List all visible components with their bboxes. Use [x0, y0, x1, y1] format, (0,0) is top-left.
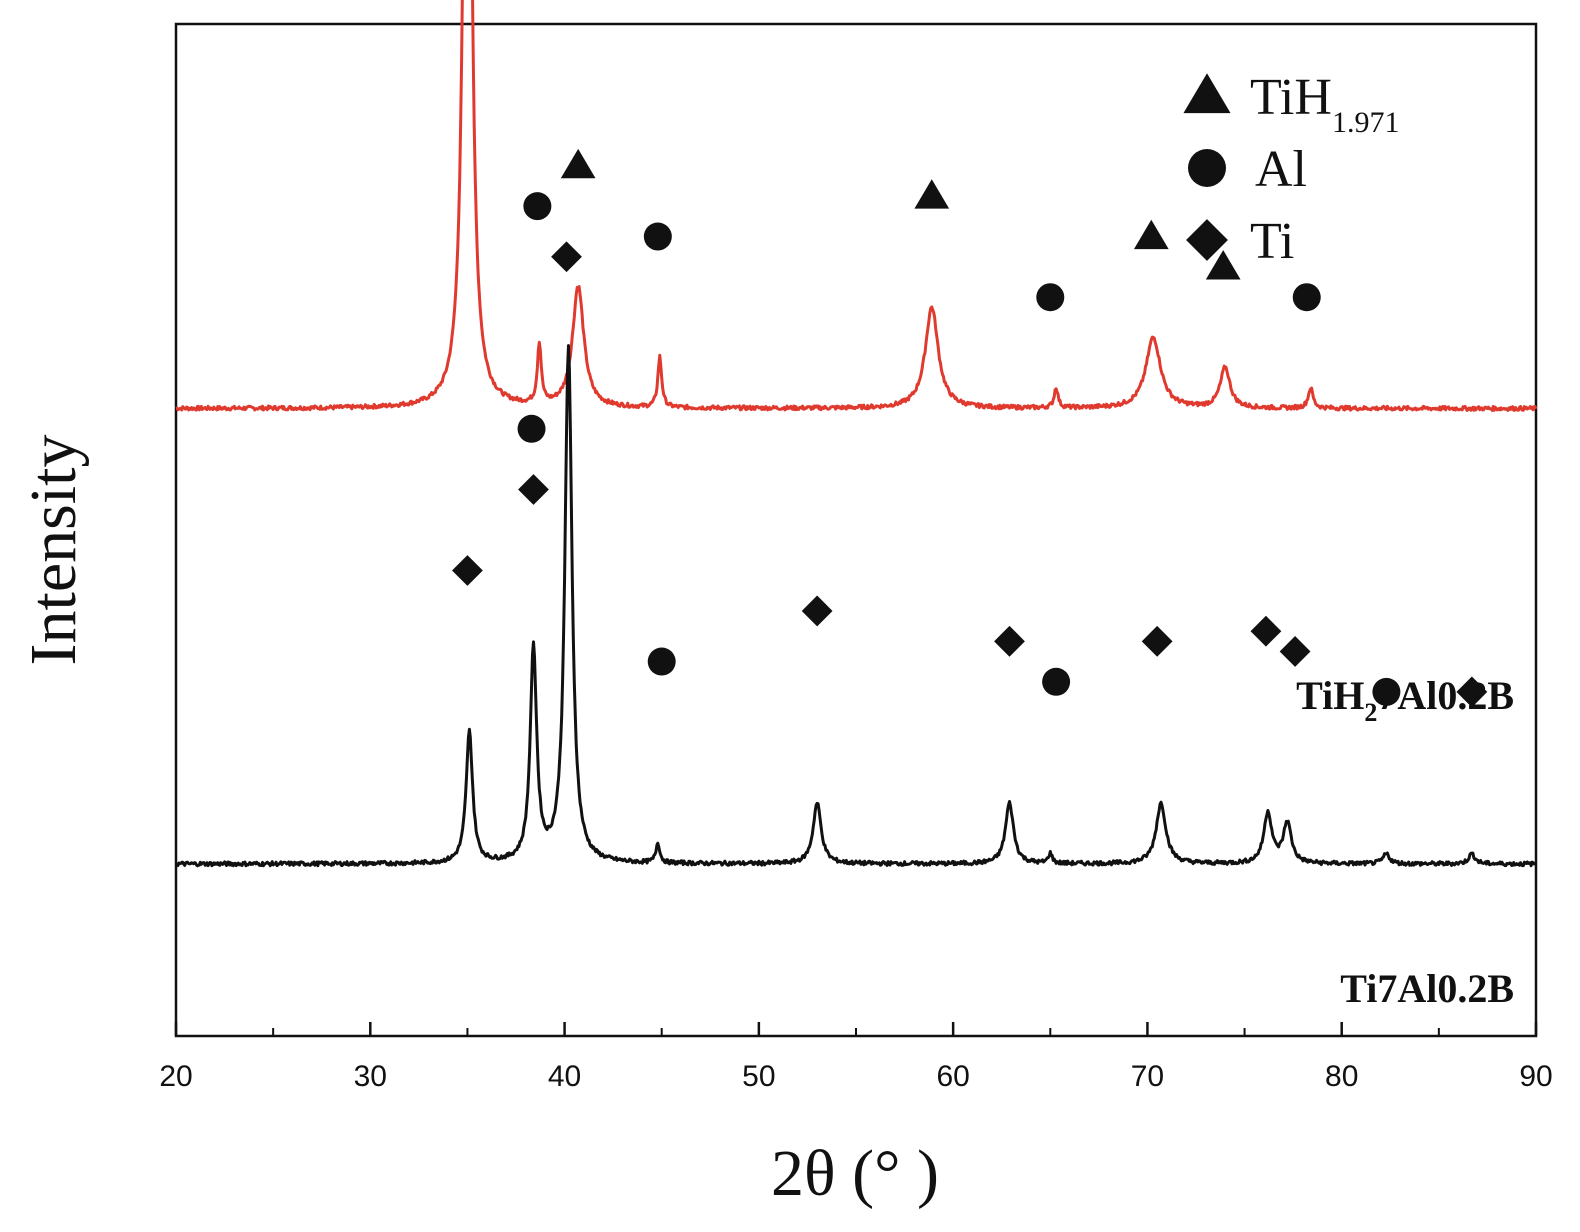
- series-label-1: Ti7Al0.2B: [1340, 966, 1514, 1011]
- legend-label: TiH1.971: [1250, 69, 1399, 139]
- circle-marker: [647, 647, 676, 676]
- circle-marker: [1042, 667, 1071, 696]
- series-line-1: [174, 344, 1537, 868]
- series-line-0: [175, 0, 1538, 412]
- plot-frame: [174, 22, 1538, 1038]
- legend-circle-icon: [1188, 149, 1226, 187]
- circle-marker: [517, 414, 546, 443]
- triangle-marker: [560, 148, 596, 179]
- x-axis-title: 2θ (° ): [771, 1137, 939, 1210]
- x-tick-label: 80: [1325, 1060, 1358, 1093]
- x-ticks: 20 30 40 50 60 70 80 90: [159, 1022, 1553, 1093]
- diamond-marker: [1141, 625, 1173, 657]
- x-tick-label: 60: [936, 1060, 969, 1093]
- triangle-marker: [914, 179, 950, 209]
- axes: [174, 22, 1538, 1038]
- legend-diamond-icon: [1186, 219, 1228, 261]
- series-label-0: TiH27Al0.2B: [1296, 673, 1514, 727]
- x-tick-label: 50: [742, 1060, 775, 1093]
- diamond-marker: [994, 625, 1025, 657]
- circle-marker: [1036, 283, 1065, 312]
- diamond-marker: [551, 241, 582, 273]
- circle-marker: [523, 192, 552, 221]
- circle-marker: [643, 222, 672, 251]
- x-tick-label: 40: [548, 1060, 581, 1093]
- x-tick-label: 30: [354, 1060, 387, 1093]
- x-tick-label: 70: [1131, 1060, 1164, 1093]
- legend-label: Ti: [1250, 213, 1294, 270]
- triangle-marker: [1205, 250, 1241, 280]
- circle-marker: [1292, 283, 1321, 312]
- triangle-marker: [1133, 219, 1169, 250]
- diamond-marker: [801, 595, 833, 627]
- x-tick-label: 90: [1519, 1060, 1552, 1093]
- phase-markers: [452, 148, 1488, 708]
- legend-label: Al: [1255, 141, 1307, 198]
- diamond-marker: [518, 474, 549, 505]
- diamond-marker: [1250, 615, 1282, 647]
- diamond-marker: [1456, 676, 1488, 708]
- series: TiH27Al0.2B Ti7Al0.2B: [174, 0, 1538, 1011]
- legend-triangle-icon: [1183, 73, 1231, 114]
- circle-marker: [1372, 677, 1401, 706]
- x-tick-label: 20: [159, 1060, 192, 1093]
- diamond-marker: [1279, 636, 1311, 667]
- y-axis-title: Intensity: [17, 435, 90, 666]
- diamond-marker: [452, 555, 483, 586]
